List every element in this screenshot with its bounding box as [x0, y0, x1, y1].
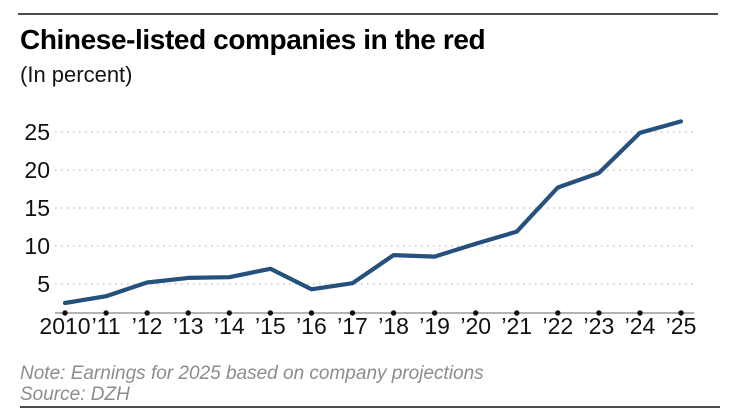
x-tick-label: ’25 [666, 313, 697, 339]
top-rule [18, 13, 718, 15]
y-tick-label: 15 [24, 195, 50, 221]
x-tick-dot [596, 310, 602, 316]
x-tick-dot [226, 310, 232, 316]
x-tick-label: ’16 [296, 313, 327, 339]
x-tick-label: ’19 [419, 313, 450, 339]
bottom-rule [20, 406, 720, 408]
x-tick-label: ’21 [501, 313, 532, 339]
x-tick-label: 2010 [39, 313, 90, 339]
x-tick-dot [62, 310, 68, 316]
x-tick-label: ’15 [255, 313, 286, 339]
y-tick-label: 25 [24, 119, 50, 145]
x-tick-label: ’13 [173, 313, 204, 339]
x-tick-dot [431, 310, 438, 316]
page-title: Chinese-listed companies in the red [20, 24, 486, 55]
x-tick-dot [390, 310, 397, 316]
chart-source: Source: DZH [20, 384, 130, 405]
chart-note: Note: Earnings for 2025 based on company… [20, 363, 484, 384]
x-tick-label: ’23 [584, 313, 615, 339]
x-tick-label: ’12 [132, 313, 163, 339]
x-tick-label: ’22 [542, 313, 573, 339]
x-tick-label: ’18 [378, 313, 409, 339]
x-tick-label: ’14 [214, 313, 245, 339]
x-tick-label: ’20 [460, 313, 491, 339]
x-tick-dot [267, 310, 274, 316]
x-tick-label: ’17 [337, 313, 368, 339]
line-chart: 5 10 15 20 25 2010’11 ’12 ’13 ’14 ’15 ’16 ’17 ’18 ’19… [24, 119, 697, 339]
x-tick-dot [514, 310, 520, 316]
x-tick-dot [144, 310, 150, 316]
x-tick-dot [678, 310, 684, 316]
x-tick-dot [555, 310, 561, 316]
x-tick-dot [308, 310, 315, 316]
y-tick-label: 5 [37, 271, 50, 297]
x-tick-label: ’24 [625, 313, 656, 339]
x-tick-dot [103, 310, 109, 316]
x-tick-dot [349, 310, 356, 316]
x-tick-dot [473, 310, 479, 316]
chart-units-label: (In percent) [20, 62, 133, 87]
x-tick-dot [637, 310, 643, 316]
y-tick-label: 20 [24, 157, 50, 183]
data-line-series [62, 119, 684, 306]
x-tick-dot [185, 310, 191, 316]
x-tick-label: ’11 [92, 313, 121, 339]
y-tick-label: 10 [24, 233, 50, 259]
